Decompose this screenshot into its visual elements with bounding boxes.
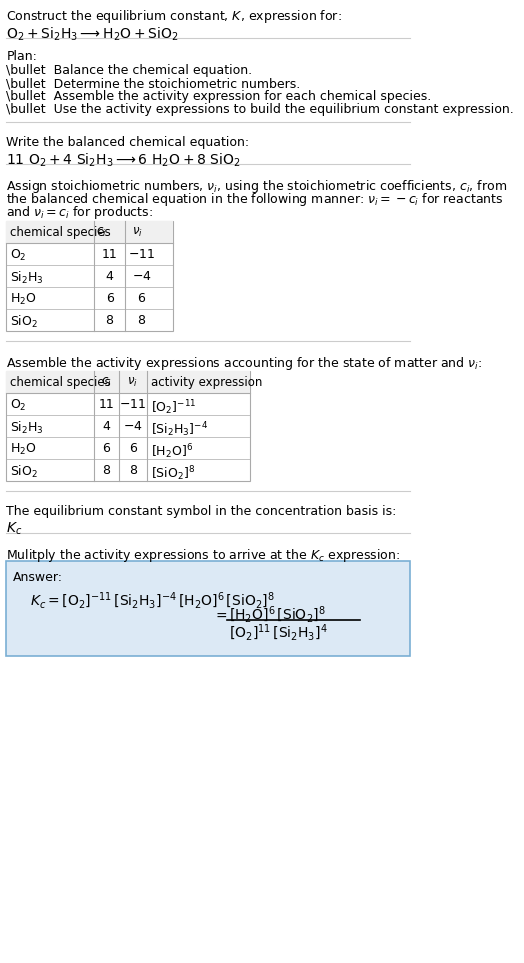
Text: $\nu_i$: $\nu_i$ — [132, 226, 143, 239]
Text: $\mathrm{Si_2H_3}$: $\mathrm{Si_2H_3}$ — [10, 420, 44, 436]
Text: $[\mathrm{H_2O}]^{6}\,[\mathrm{SiO_2}]^{8}$: $[\mathrm{H_2O}]^{6}\,[\mathrm{SiO_2}]^{… — [228, 605, 325, 625]
Text: 8: 8 — [137, 314, 145, 327]
Text: $K_c = [\mathrm{O_2}]^{-11}\,[\mathrm{Si_2H_3}]^{-4}\,[\mathrm{H_2O}]^{6}\,[\mat: $K_c = [\mathrm{O_2}]^{-11}\,[\mathrm{Si… — [30, 591, 275, 612]
Text: $\nu_i$: $\nu_i$ — [127, 376, 138, 389]
Text: $-4$: $-4$ — [132, 270, 151, 283]
FancyBboxPatch shape — [6, 561, 410, 656]
Text: Write the balanced chemical equation:: Write the balanced chemical equation: — [6, 136, 249, 149]
Text: the balanced chemical equation in the following manner: $\nu_i = -c_i$ for react: the balanced chemical equation in the fo… — [6, 191, 504, 208]
Text: 6: 6 — [137, 292, 145, 305]
Text: $\mathrm{11\ O_2 + 4\ Si_2H_3 \longrightarrow 6\ H_2O + 8\ SiO_2}$: $\mathrm{11\ O_2 + 4\ Si_2H_3 \longright… — [6, 152, 241, 169]
FancyBboxPatch shape — [6, 221, 173, 331]
Text: \bullet  Assemble the activity expression for each chemical species.: \bullet Assemble the activity expression… — [6, 90, 432, 103]
Text: $\mathrm{H_2O}$: $\mathrm{H_2O}$ — [10, 442, 37, 457]
Text: $c_i$: $c_i$ — [96, 226, 107, 239]
Text: \bullet  Determine the stoichiometric numbers.: \bullet Determine the stoichiometric num… — [6, 77, 301, 90]
Text: 6: 6 — [103, 442, 111, 455]
Text: Answer:: Answer: — [13, 571, 63, 584]
Text: \bullet  Balance the chemical equation.: \bullet Balance the chemical equation. — [6, 64, 253, 77]
Text: and $\nu_i = c_i$ for products:: and $\nu_i = c_i$ for products: — [6, 204, 154, 221]
Text: 8: 8 — [102, 464, 111, 477]
Text: 8: 8 — [128, 464, 137, 477]
Text: Assemble the activity expressions accounting for the state of matter and $\nu_i$: Assemble the activity expressions accoun… — [6, 355, 483, 372]
FancyBboxPatch shape — [6, 371, 250, 393]
FancyBboxPatch shape — [6, 221, 173, 243]
Text: $[\mathrm{O_2}]^{-11}$: $[\mathrm{O_2}]^{-11}$ — [151, 398, 196, 417]
Text: $-4$: $-4$ — [123, 420, 143, 433]
Text: $\mathrm{Si_2H_3}$: $\mathrm{Si_2H_3}$ — [10, 270, 44, 286]
Text: $\mathrm{SiO_2}$: $\mathrm{SiO_2}$ — [10, 464, 38, 481]
Text: Construct the equilibrium constant, $K$, expression for:: Construct the equilibrium constant, $K$,… — [6, 8, 342, 25]
Text: \bullet  Use the activity expressions to build the equilibrium constant expressi: \bullet Use the activity expressions to … — [6, 103, 514, 116]
Text: 4: 4 — [103, 420, 111, 433]
Text: $c_i$: $c_i$ — [101, 376, 112, 389]
Text: $[\mathrm{SiO_2}]^{8}$: $[\mathrm{SiO_2}]^{8}$ — [151, 464, 195, 482]
Text: 4: 4 — [106, 270, 114, 283]
Text: 11: 11 — [99, 398, 114, 411]
Text: $[\mathrm{H_2O}]^{6}$: $[\mathrm{H_2O}]^{6}$ — [151, 442, 193, 460]
Text: $\mathrm{H_2O}$: $\mathrm{H_2O}$ — [10, 292, 37, 307]
Text: $=$: $=$ — [213, 608, 227, 622]
Text: $K_c$: $K_c$ — [6, 521, 23, 537]
Text: $\mathrm{O_2 + Si_2H_3 \longrightarrow H_2O + SiO_2}$: $\mathrm{O_2 + Si_2H_3 \longrightarrow H… — [6, 26, 179, 43]
Text: $\mathrm{O_2}$: $\mathrm{O_2}$ — [10, 248, 27, 263]
Text: Assign stoichiometric numbers, $\nu_i$, using the stoichiometric coefficients, $: Assign stoichiometric numbers, $\nu_i$, … — [6, 178, 507, 195]
Text: 8: 8 — [106, 314, 114, 327]
FancyBboxPatch shape — [6, 371, 250, 481]
Text: The equilibrium constant symbol in the concentration basis is:: The equilibrium constant symbol in the c… — [6, 505, 397, 518]
Text: $[\mathrm{Si_2H_3}]^{-4}$: $[\mathrm{Si_2H_3}]^{-4}$ — [151, 420, 208, 439]
Text: $-11$: $-11$ — [128, 248, 155, 261]
Text: chemical species: chemical species — [10, 376, 111, 389]
Text: $\mathrm{SiO_2}$: $\mathrm{SiO_2}$ — [10, 314, 38, 330]
Text: Plan:: Plan: — [6, 50, 37, 63]
Text: 11: 11 — [102, 248, 117, 261]
Text: $-11$: $-11$ — [119, 398, 146, 411]
Text: 6: 6 — [106, 292, 114, 305]
Text: chemical species: chemical species — [10, 226, 111, 239]
Text: $[\mathrm{O_2}]^{11}\,[\mathrm{Si_2H_3}]^{4}$: $[\mathrm{O_2}]^{11}\,[\mathrm{Si_2H_3}]… — [228, 623, 328, 643]
Text: activity expression: activity expression — [151, 376, 263, 389]
Text: Mulitply the activity expressions to arrive at the $K_c$ expression:: Mulitply the activity expressions to arr… — [6, 547, 401, 564]
Text: 6: 6 — [129, 442, 137, 455]
Text: $\mathrm{O_2}$: $\mathrm{O_2}$ — [10, 398, 27, 413]
